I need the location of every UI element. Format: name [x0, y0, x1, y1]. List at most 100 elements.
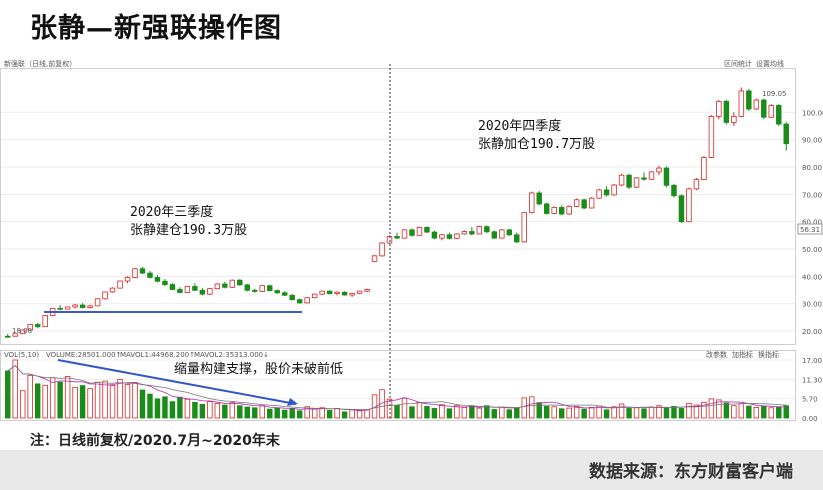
- high-price-marker: 109.05: [762, 90, 787, 98]
- price-panel-frame: [0, 68, 796, 345]
- volume-bar: [783, 405, 789, 419]
- volume-bar: [304, 406, 310, 419]
- volume-bar: [461, 407, 468, 419]
- candle-body: [633, 177, 640, 188]
- volume-bar: [94, 381, 101, 419]
- candle-body: [57, 307, 63, 310]
- candle-body: [289, 294, 295, 301]
- volume-bar: [626, 408, 632, 419]
- edit-params-button[interactable]: 改参数: [706, 350, 727, 359]
- candle-body: [27, 324, 33, 331]
- candle-body: [454, 233, 460, 239]
- candle-body: [162, 280, 168, 285]
- y-tick-label: 90.00: [802, 137, 822, 145]
- volume-bar: [566, 407, 572, 419]
- candle-body: [581, 199, 587, 209]
- volume-bar: [446, 408, 453, 419]
- volume-bar: [738, 403, 745, 419]
- candle-body: [259, 285, 265, 292]
- volume-bar: [72, 386, 78, 419]
- candle-body: [12, 333, 18, 337]
- volume-bar: [768, 407, 775, 419]
- set-ma-button[interactable]: 设置均线: [756, 60, 784, 68]
- volume-bar: [311, 408, 318, 419]
- candle-body: [132, 268, 138, 278]
- last-price-box: [797, 223, 823, 235]
- candle-body: [529, 192, 535, 214]
- candle-body: [281, 292, 288, 296]
- volume-bar: [611, 406, 617, 419]
- volume-bar: [34, 383, 41, 419]
- volume-bar: [192, 401, 198, 419]
- volume-tick-label: 11.30: [802, 376, 822, 384]
- volume-bar: [663, 407, 670, 419]
- volume-bar: [716, 399, 722, 419]
- range-stats-button[interactable]: 区间统计: [724, 60, 752, 68]
- volume-trend-arrow: [57, 359, 297, 405]
- candle-body: [596, 189, 602, 199]
- candle-body: [147, 272, 153, 278]
- candle-body: [611, 184, 617, 196]
- volume-bar: [334, 408, 340, 419]
- candle-body: [229, 279, 236, 288]
- volume-bar: [109, 385, 116, 419]
- candle-body: [671, 184, 677, 197]
- volume-bar: [776, 406, 782, 419]
- volume-bar: [64, 375, 71, 419]
- candle-body: [199, 289, 206, 295]
- volume-bar: [701, 401, 707, 419]
- candle-body: [109, 287, 116, 293]
- candle-body: [776, 105, 782, 125]
- volume-bar: [207, 401, 213, 419]
- volume-bar: [5, 370, 11, 419]
- last-price-marker: 56.31: [800, 226, 820, 234]
- candle-body: [618, 174, 625, 186]
- volume-tick-label: 5.70: [802, 396, 818, 404]
- q3-annotation-line1: 2020年三季度: [130, 204, 213, 220]
- volume-bar: [746, 405, 752, 419]
- candle-body: [207, 288, 213, 295]
- candle-body: [491, 231, 498, 239]
- candle-body: [5, 335, 11, 338]
- volume-bar: [491, 409, 498, 419]
- q3-annotation-line2: 张静建仓190.3万股: [130, 223, 247, 238]
- volume-bar: [356, 410, 363, 419]
- volume-bar: [529, 396, 535, 419]
- volume-bar: [349, 409, 355, 419]
- candle-body: [139, 268, 146, 274]
- change-indicator-button[interactable]: 换指标: [758, 350, 779, 359]
- volume-bar: [761, 405, 767, 419]
- candle-body: [783, 123, 789, 145]
- footer-bar: [0, 450, 823, 490]
- volume-bars: [5, 359, 789, 419]
- candle-body: [409, 229, 415, 236]
- volume-bar: [244, 406, 251, 419]
- y-tick-label: 20.00: [802, 328, 822, 336]
- candle-body: [768, 105, 775, 118]
- volume-bar: [416, 401, 423, 419]
- candle-body: [401, 229, 408, 239]
- candle-body: [566, 205, 572, 215]
- candles: [5, 87, 789, 338]
- volume-bar: [506, 409, 513, 419]
- y-tick-label: 40.00: [802, 273, 822, 281]
- candle-body: [117, 280, 123, 289]
- volume-bar: [289, 408, 295, 419]
- volume-bar: [364, 409, 370, 419]
- y-tick-label: 30.00: [802, 301, 822, 309]
- candle-body: [319, 290, 325, 295]
- volume-bar: [439, 404, 445, 419]
- candle-body: [424, 227, 430, 233]
- candle-body: [177, 289, 183, 293]
- add-indicator-button[interactable]: 加指标: [732, 350, 753, 359]
- volume-bar: [581, 408, 587, 419]
- volume-bar: [259, 405, 265, 419]
- volume-bar: [424, 405, 430, 419]
- y-tick-label: 60.00: [802, 219, 822, 227]
- volume-bar: [19, 390, 26, 419]
- volume-bar: [656, 405, 662, 419]
- volume-bar: [162, 396, 168, 419]
- candle-body: [648, 171, 655, 180]
- candle-body: [558, 207, 565, 215]
- volume-bar: [723, 402, 730, 419]
